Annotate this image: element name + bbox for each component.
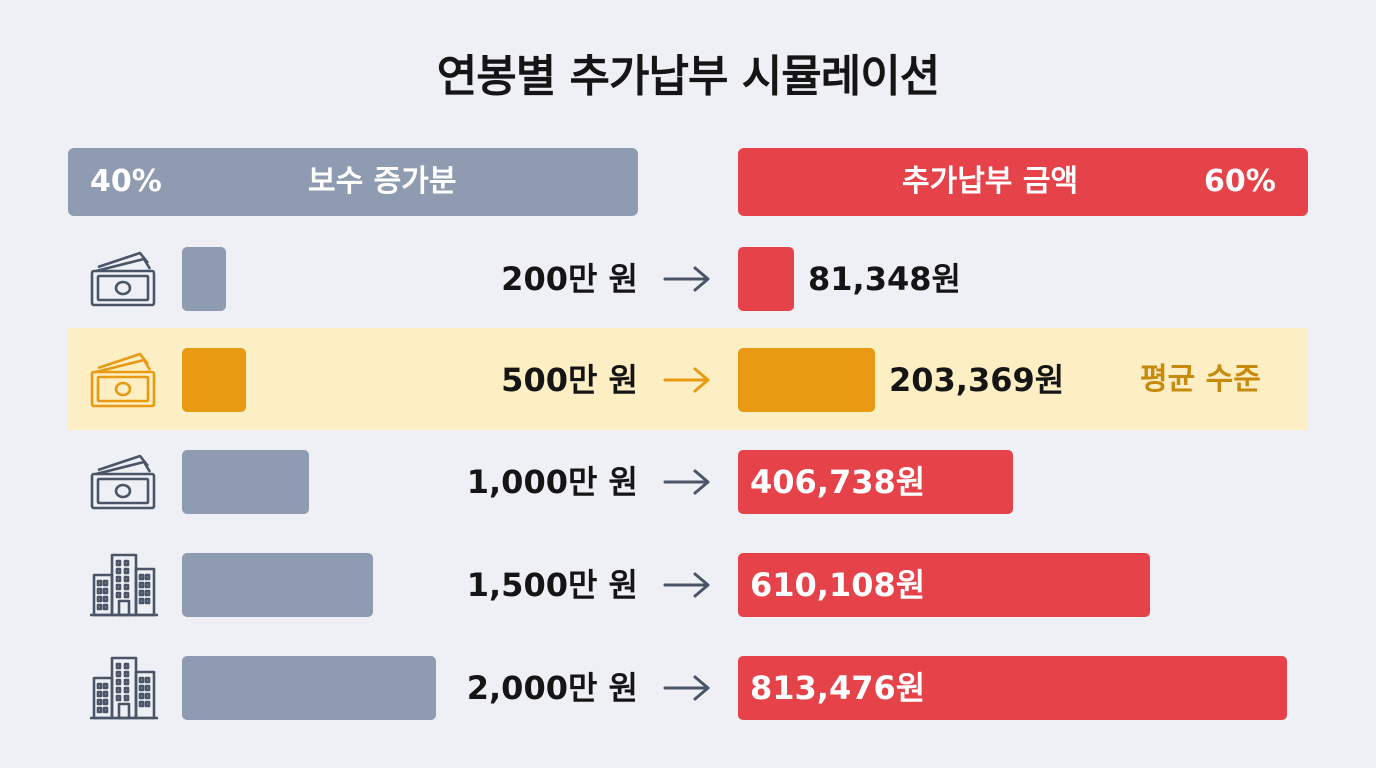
left-header-percent: 40% bbox=[90, 164, 162, 199]
value-label: 81,348원 bbox=[808, 260, 961, 298]
chart-title: 연봉별 추가납부 시뮬레이션 bbox=[436, 51, 940, 102]
category-label: 1,500만 원 bbox=[466, 566, 638, 604]
value-label: 813,476원 bbox=[750, 669, 926, 707]
left-bar bbox=[182, 553, 373, 617]
building-icon bbox=[88, 551, 160, 617]
left-bar bbox=[182, 348, 246, 412]
building-icon bbox=[88, 654, 160, 720]
arrow-right-icon bbox=[663, 572, 710, 598]
left-header-label: 보수 증가분 bbox=[308, 164, 457, 199]
money-icon-svg bbox=[90, 251, 156, 307]
category-label: 200만 원 bbox=[501, 260, 638, 298]
value-label: 406,738원 bbox=[750, 463, 926, 501]
category-label: 1,000만 원 bbox=[466, 463, 638, 501]
right-bar bbox=[738, 553, 1150, 617]
right-bar bbox=[738, 450, 1013, 514]
right-bar bbox=[738, 348, 875, 412]
arrow-right-icon bbox=[663, 675, 710, 701]
arrow-right-icon bbox=[663, 266, 710, 292]
category-label: 500만 원 bbox=[501, 361, 638, 399]
money-icon-svg bbox=[90, 454, 156, 510]
category-label: 2,000만 원 bbox=[466, 669, 638, 707]
right-bar bbox=[738, 656, 1287, 720]
arrow-right-icon bbox=[663, 367, 710, 393]
left-bar bbox=[182, 656, 436, 720]
average-level-note: 평균 수준 bbox=[1140, 362, 1261, 397]
building-icon-svg bbox=[90, 553, 158, 617]
right-bar bbox=[738, 247, 794, 311]
left-bar bbox=[182, 450, 309, 514]
money-icon bbox=[88, 448, 160, 514]
right-header: 추가납부 금액 60% bbox=[738, 148, 1308, 216]
value-label: 203,369원 bbox=[889, 361, 1065, 399]
arrow-right-icon bbox=[663, 469, 710, 495]
right-header-label: 추가납부 금액 bbox=[902, 164, 1079, 199]
value-label: 610,108원 bbox=[750, 566, 926, 604]
money-icon bbox=[88, 346, 160, 412]
building-icon-svg bbox=[90, 656, 158, 720]
left-header: 40% 보수 증가분 bbox=[68, 148, 638, 216]
right-header-percent: 60% bbox=[1204, 164, 1276, 199]
money-icon-svg bbox=[90, 352, 156, 408]
money-icon bbox=[88, 245, 160, 311]
left-bar bbox=[182, 247, 226, 311]
